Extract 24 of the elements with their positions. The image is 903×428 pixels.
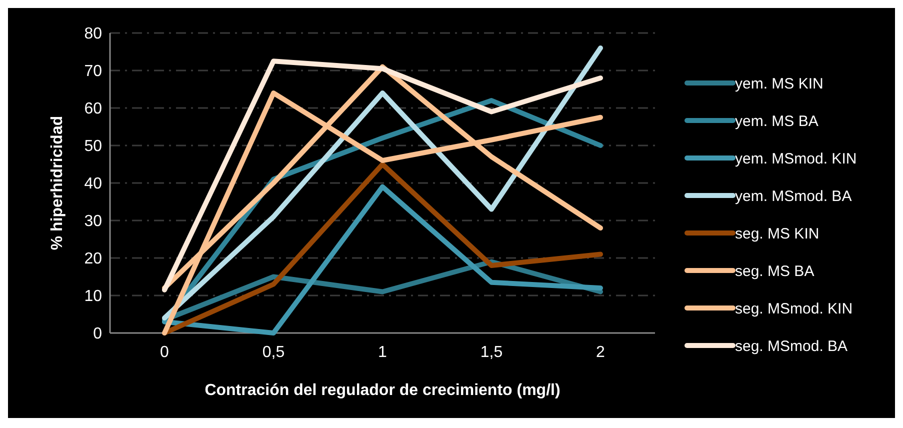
legend-label: seg. MSmod. BA xyxy=(735,338,848,355)
y-tick-label: 10 xyxy=(84,288,102,306)
x-tick-label: 0,5 xyxy=(262,344,285,361)
y-tick-label: 30 xyxy=(84,213,102,230)
y-tick-label: 70 xyxy=(84,63,102,80)
y-tick-label: 80 xyxy=(84,26,102,43)
x-axis-title: Contración del regulador de crecimiento (mg/l) xyxy=(204,382,560,399)
x-tick-label: 0 xyxy=(160,344,170,361)
y-tick-label: 40 xyxy=(84,176,102,193)
x-tick-label: 1,5 xyxy=(480,344,503,361)
y-tick-label: 0 xyxy=(93,326,102,343)
y-tick-label: 20 xyxy=(84,250,102,268)
legend-label: seg. MS KIN xyxy=(735,225,820,242)
legend-label: yem. MS BA xyxy=(735,112,818,130)
x-tick-label: 2 xyxy=(596,344,606,361)
legend-label: yem. MS KIN xyxy=(735,75,824,92)
legend-label: yem. MSmod. BA xyxy=(735,188,852,205)
legend-label: yem. MSmod. KIN xyxy=(735,150,857,168)
legend-label: seg. MSmod. KIN xyxy=(735,300,853,318)
x-tick-label: 1 xyxy=(378,344,388,361)
legend-label: seg. MS BA xyxy=(735,262,814,280)
y-tick-label: 50 xyxy=(84,138,102,156)
y-axis-title: % hiperhidricidad xyxy=(49,116,66,250)
y-tick-label: 60 xyxy=(84,100,102,118)
